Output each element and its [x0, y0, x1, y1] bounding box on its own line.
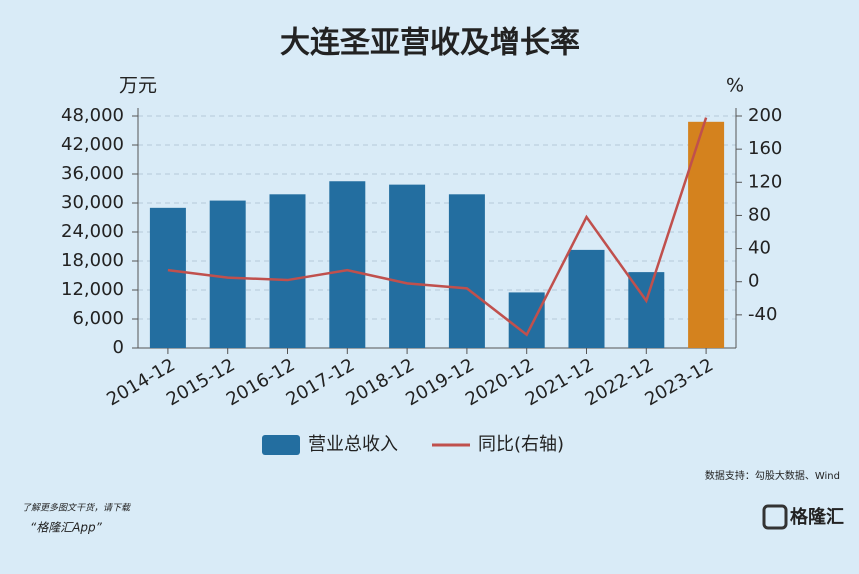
y-tick-label: 42,000 — [61, 134, 124, 155]
y-axis-label: 万元 — [119, 75, 157, 97]
bar — [389, 184, 426, 348]
y-tick-label: 6,000 — [72, 308, 124, 329]
y2-tick-label: 120 — [748, 171, 782, 192]
legend-label: 营业总收入 — [308, 434, 398, 455]
y2-tick-label: 160 — [748, 138, 782, 159]
y-tick-label: 12,000 — [61, 279, 124, 300]
y-tick-label: 0 — [113, 337, 124, 358]
bar — [269, 194, 306, 348]
y2-tick-label: 80 — [748, 204, 771, 225]
bar — [149, 207, 186, 348]
logo: 格隆汇 — [790, 506, 844, 528]
bar — [508, 292, 545, 348]
y2-tick-label: 40 — [748, 238, 771, 259]
y2-tick-label: -40 — [748, 304, 777, 325]
bar — [568, 249, 605, 348]
legend-swatch — [262, 435, 300, 455]
footer-text: 了解更多图文干货，请下载 — [22, 503, 131, 514]
footer-app: “格隆汇App” — [30, 521, 103, 535]
logo-icon — [762, 504, 788, 530]
y-tick-label: 24,000 — [61, 221, 124, 242]
line — [167, 117, 708, 337]
bar — [329, 181, 366, 348]
y2-tick-label: 0 — [748, 271, 759, 292]
legend-label: 同比(右轴) — [478, 434, 564, 455]
source: 数据支持：勾股大数据、Wind — [705, 469, 840, 482]
y-tick-label: 18,000 — [61, 250, 124, 271]
y-tick-label: 30,000 — [61, 192, 124, 213]
bar — [448, 194, 485, 348]
bar — [688, 121, 725, 348]
bar — [209, 200, 246, 348]
y-tick-label: 48,000 — [61, 105, 124, 126]
y2-axis-label: % — [726, 75, 744, 97]
y-tick-label: 36,000 — [61, 163, 124, 184]
chart-title: 大连圣亚营收及增长率 — [280, 26, 580, 61]
y2-tick-label: 200 — [748, 105, 782, 126]
